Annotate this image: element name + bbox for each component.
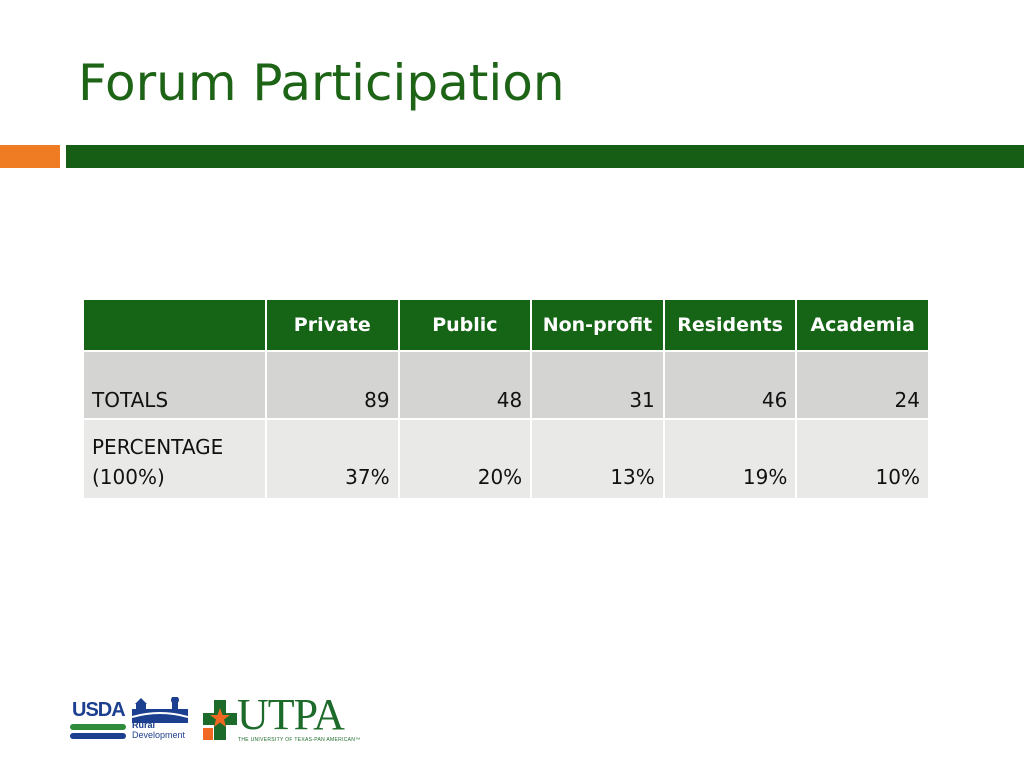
rural-development-text: Rural Development: [132, 720, 185, 740]
rd-text-line: Development: [132, 730, 186, 740]
header-academia: Academia: [797, 300, 928, 350]
header-residents: Residents: [664, 300, 796, 350]
row-label-line: PERCENTAGE: [92, 435, 224, 459]
utpa-tagline: THE UNIVERSITY OF TEXAS-PAN AMERICAN™: [238, 737, 361, 743]
cell-percent-public: 20%: [399, 420, 531, 498]
cell-percent-residents: 19%: [664, 420, 796, 498]
cell-percent-private: 37%: [267, 420, 398, 498]
cell-totals-non-profit: 31: [532, 352, 663, 418]
cell-percent-academia: 10%: [797, 420, 928, 498]
rd-text-line: Rural: [132, 720, 156, 730]
cell-totals-academia: 24: [797, 352, 928, 418]
usda-swoosh: [70, 724, 126, 730]
green-title-rule: [66, 145, 1024, 168]
header-private: Private: [267, 300, 398, 350]
rural-development-icon: [132, 697, 188, 723]
table-row-percentage: PERCENTAGE (100%) 37% 20% 13% 19% 10%: [84, 420, 928, 498]
usda-logo: USDA: [70, 697, 128, 741]
table-header-row: Private Public Non-profit Residents Acad…: [84, 300, 928, 350]
footer-logos: USDA Rural Development UTPA THE UNIVERSI…: [70, 691, 370, 747]
row-label-percentage: PERCENTAGE (100%): [84, 420, 265, 498]
cell-totals-private: 89: [267, 352, 398, 418]
header-public: Public: [399, 300, 531, 350]
cell-totals-public: 48: [399, 352, 531, 418]
usda-swoosh: [70, 733, 126, 739]
cell-totals-residents: 46: [664, 352, 796, 418]
orange-accent-bar: [0, 145, 60, 168]
utpa-star-icon: [203, 700, 237, 740]
header-empty-cell: [84, 300, 265, 350]
table-row-totals: TOTALS 89 48 31 46 24: [84, 352, 928, 418]
usda-logo-text: USDA: [72, 699, 126, 721]
row-label-line: TOTALS: [92, 388, 169, 412]
row-label-line: (100%): [92, 465, 165, 489]
utpa-wordmark: UTPA: [237, 690, 345, 739]
participation-table: Private Public Non-profit Residents Acad…: [82, 298, 930, 500]
header-non-profit: Non-profit: [532, 300, 663, 350]
slide-title: Forum Participation: [78, 54, 565, 112]
cell-percent-non-profit: 13%: [532, 420, 663, 498]
row-label-totals: TOTALS: [84, 352, 265, 418]
